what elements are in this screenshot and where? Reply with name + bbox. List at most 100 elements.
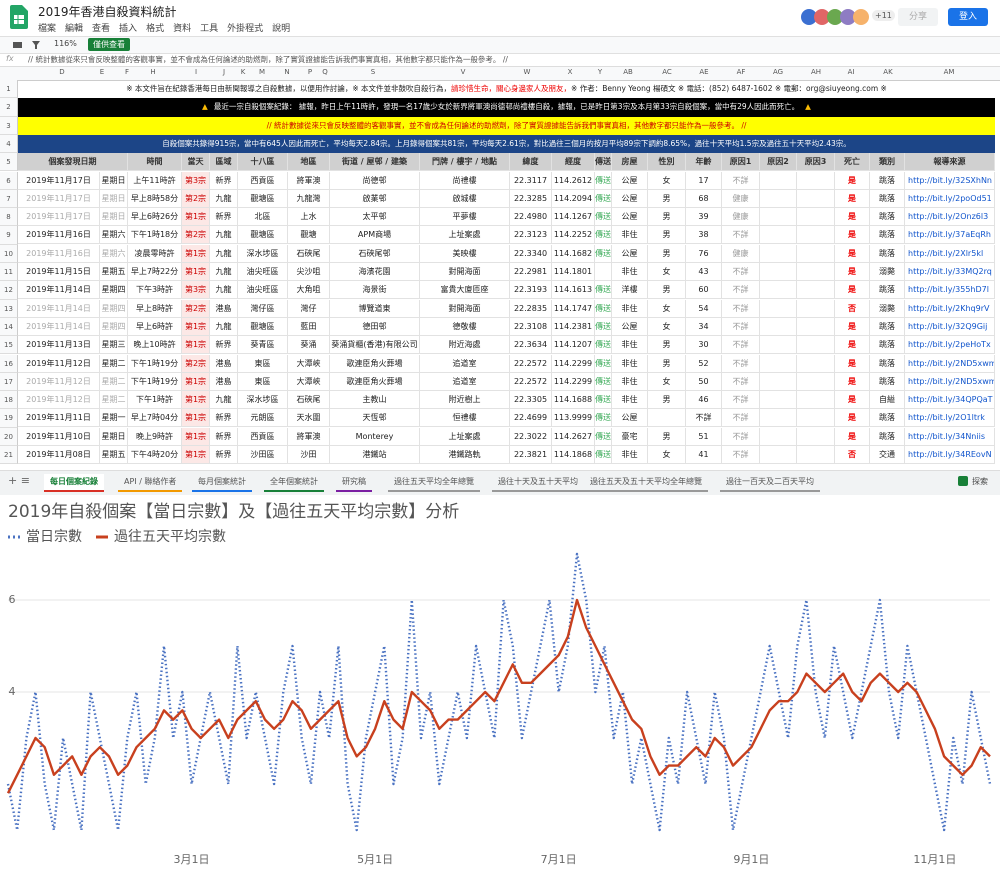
column-letter: AG	[772, 68, 784, 76]
header-cell: 區域	[210, 153, 238, 172]
cell: 傳送	[595, 391, 612, 410]
add-sheet[interactable]: + ≡	[8, 474, 30, 487]
cell: 傳送	[595, 372, 612, 391]
column-letter: K	[240, 68, 246, 76]
cell: 九龍	[210, 263, 238, 281]
cell: 九龍	[210, 226, 238, 245]
cell: 油尖旺區	[238, 263, 288, 281]
cell: 新界	[210, 427, 238, 446]
explore[interactable]: 探索	[972, 477, 988, 486]
cell: 星期二	[100, 372, 128, 391]
cell: 2019年11月12日	[18, 372, 100, 391]
row-number: 18	[0, 391, 18, 410]
explore-icon[interactable]	[958, 476, 968, 486]
menu-item[interactable]: 說明	[272, 24, 291, 34]
sheet-tab[interactable]: 過往十天及五十天平均	[492, 474, 584, 492]
row-number: 8	[0, 208, 18, 227]
sheet-tab[interactable]: 過往一百天及二百天平均	[720, 474, 820, 492]
cell[interactable]: http://bit.ly/2peHoTx	[905, 336, 995, 355]
sheet-tab[interactable]: 過往五天平均全年總覽	[388, 474, 480, 492]
cell: 公屋	[612, 244, 648, 263]
cell[interactable]: http://bit.ly/32SXhNn	[905, 171, 995, 190]
column-letter: AB	[623, 68, 633, 76]
cell: 天水圍	[288, 409, 330, 428]
cell: 不詳	[722, 354, 760, 373]
cell[interactable]: http://bit.ly/34Nniis	[905, 427, 995, 446]
cell[interactable]: http://bit.ly/2Onz6l3	[905, 208, 995, 227]
cell: 2019年11月17日	[18, 171, 100, 190]
cell[interactable]: http://bit.ly/2poOd51	[905, 189, 995, 208]
cell[interactable]: http://bit.ly/37aEqRh	[905, 226, 995, 245]
cell: 女	[648, 446, 686, 464]
cell: 跳落	[870, 189, 905, 208]
cell: 114.2094	[552, 189, 595, 208]
menu-item[interactable]: 查看	[92, 24, 111, 34]
cell	[760, 171, 797, 190]
doc-title: 2019年香港自殺資料統計	[38, 5, 177, 19]
cell: 傳送	[595, 171, 612, 190]
cell: 早上8時58分	[128, 189, 182, 208]
sheet-tab[interactable]: 研究稿	[336, 474, 372, 492]
menu-item[interactable]: 格式	[146, 24, 165, 34]
avatar-more[interactable]: +11	[872, 10, 895, 21]
cell: 不詳	[722, 263, 760, 281]
cell: 星期六	[100, 226, 128, 245]
sheet-tab[interactable]: 每日個案紀錄	[44, 474, 104, 492]
cell: 尖沙咀	[288, 263, 330, 281]
cell: 跳落	[870, 171, 905, 190]
cell	[797, 427, 835, 446]
cell: 將軍澳	[288, 171, 330, 190]
cell[interactable]: http://bit.ly/34REovN	[905, 446, 995, 464]
column-letter: M	[258, 68, 266, 76]
cell[interactable]: http://bit.ly/355hD7l	[905, 281, 995, 300]
sheet-tab[interactable]: 全年個案統計	[264, 474, 324, 492]
warning-icon: ▲	[805, 102, 811, 112]
sheet-tab[interactable]: 過往五天及五十天平均全年總覽	[584, 474, 708, 492]
cell: 星期五	[100, 446, 128, 464]
cell: 天恆邨	[330, 409, 420, 428]
cell: 早上6時許	[128, 317, 182, 336]
zoom[interactable]: 116%	[54, 39, 77, 48]
cell: 大潭峽	[288, 372, 330, 391]
cell: 114.1267	[552, 208, 595, 227]
column-letter: J	[222, 68, 226, 76]
menu-item[interactable]: 插入	[119, 24, 138, 34]
legend-label: 當日宗數	[26, 529, 82, 545]
cell: 追道室	[420, 372, 510, 391]
menu-item[interactable]: 工具	[200, 24, 219, 34]
x-tick-label: 9月1日	[733, 853, 769, 866]
view-mode[interactable]: 僅供查看	[88, 38, 130, 51]
cell[interactable]: http://bit.ly/33MQ2rq	[905, 263, 995, 281]
sheet-tab[interactable]: API / 聯絡作者	[118, 474, 183, 492]
cell: 星期日	[100, 171, 128, 190]
cell: 男	[648, 427, 686, 446]
cell: 港島	[210, 354, 238, 373]
cell: 公屋	[612, 171, 648, 190]
cell[interactable]: http://bit.ly/34QPQaT	[905, 391, 995, 410]
banner-alert: ▲ 最近一宗自殺個案紀錄： 據報，昨日上午11時許，發現一名17歲少女於新界將軍澳…	[18, 98, 995, 117]
cell: 上址案處	[420, 427, 510, 446]
cell[interactable]: http://bit.ly/2ND5xwm	[905, 354, 995, 373]
menu-item[interactable]: 編輯	[65, 24, 84, 34]
cell[interactable]: http://bit.ly/2Khq9rV	[905, 299, 995, 318]
column-letter: AK	[883, 68, 893, 76]
cell: 男	[648, 244, 686, 263]
menu-item[interactable]: 檔案	[38, 24, 57, 34]
cell: 九龍	[210, 281, 238, 300]
cell: 不詳	[722, 427, 760, 446]
cell[interactable]: http://bit.ly/2ND5xwm	[905, 372, 995, 391]
cell[interactable]: http://bit.ly/2O1ltrk	[905, 409, 995, 428]
menu-item[interactable]: 外掛程式	[227, 24, 264, 34]
row-number: 3	[0, 116, 18, 135]
cell[interactable]: http://bit.ly/2Xlr5kl	[905, 244, 995, 263]
cell: 歌連臣角火葬場	[330, 354, 420, 373]
signin-button[interactable]: 登入	[948, 8, 988, 26]
cell: 22.2572	[510, 354, 552, 373]
sheet-tab[interactable]: 每月個案統計	[192, 474, 252, 492]
menu-item[interactable]: 資料	[173, 24, 192, 34]
cell: 男	[648, 391, 686, 410]
share-button[interactable]: 分享	[898, 8, 938, 26]
cell	[797, 226, 835, 245]
cell[interactable]: http://bit.ly/32Q9Gij	[905, 317, 995, 336]
